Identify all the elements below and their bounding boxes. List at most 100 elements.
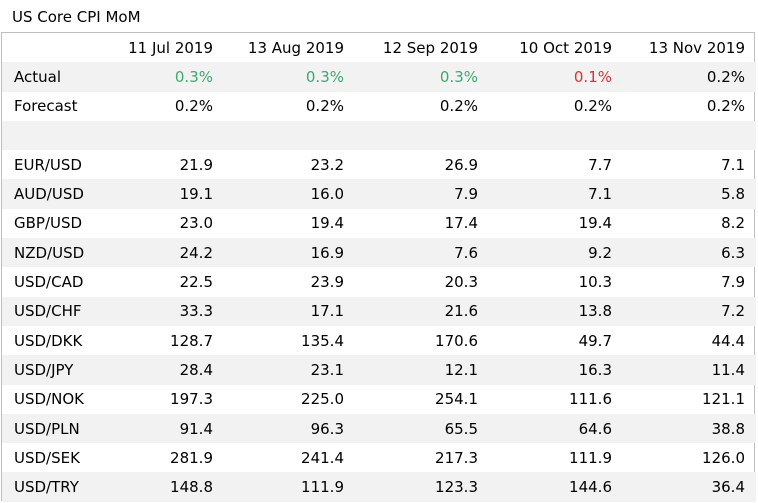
row-label: USD/CAD [14, 273, 84, 292]
header-cell-date: 12 Sep 2019 [382, 38, 478, 57]
row-label: USD/DKK [14, 331, 83, 350]
value-cell: 7.9 [721, 273, 745, 292]
value-cell: 7.2 [623, 296, 756, 326]
value-cell: 12.1 [355, 355, 489, 385]
value-cell: 7.1 [489, 179, 623, 209]
row-label: Actual [2, 62, 100, 92]
value-cell: 170.6 [435, 331, 478, 350]
value-cell: 7.9 [355, 179, 489, 209]
row-label: USD/TRY [2, 472, 100, 502]
value-cell: 111.9 [224, 472, 355, 502]
row-label: USD/JPY [2, 355, 100, 385]
table-row: USD/SEK 281.9 241.4 217.3 111.9 126.0 [2, 443, 756, 472]
actual-cell: 0.3% [355, 62, 489, 92]
table-row: USD/TRY 148.8 111.9 123.3 144.6 36.4 [2, 472, 756, 502]
value-cell: 24.2 [100, 238, 224, 268]
value-cell: 36.4 [623, 472, 756, 502]
table-row: USD/PLN 91.4 96.3 65.5 64.6 38.8 [2, 413, 756, 444]
table-row: GBP/USD 23.0 19.4 17.4 19.4 8.2 [2, 209, 756, 238]
value-cell: 9.2 [489, 238, 623, 268]
value-cell: 19.1 [100, 179, 224, 209]
row-label: USD/SEK [14, 448, 80, 467]
actual-cell: 0.2% [623, 62, 756, 92]
value-cell: 20.3 [444, 273, 478, 292]
row-label: NZD/USD [2, 238, 100, 268]
table-row: USD/CAD 22.5 23.9 20.3 10.3 7.9 [2, 267, 756, 296]
value-cell: 21.6 [355, 296, 489, 326]
value-cell: 121.1 [702, 390, 745, 409]
spacer-row [2, 120, 756, 151]
value-cell: 23.2 [310, 155, 344, 174]
row-label: GBP/USD [14, 214, 83, 233]
value-cell: 65.5 [355, 413, 489, 444]
value-cell: 8.2 [721, 214, 745, 233]
value-cell: 23.0 [179, 214, 213, 233]
value-cell: 7.6 [355, 238, 489, 268]
forecast-cell: 0.2% [305, 97, 344, 116]
value-cell: 7.1 [721, 155, 745, 174]
value-cell: 21.9 [179, 155, 213, 174]
forecast-row: Forecast 0.2% 0.2% 0.2% 0.2% 0.2% [2, 92, 756, 121]
value-cell: 38.8 [623, 413, 756, 444]
header-cell-date: 13 Aug 2019 [247, 38, 344, 57]
value-cell: 19.4 [578, 214, 612, 233]
value-cell: 19.4 [310, 214, 344, 233]
value-cell: 11.4 [623, 355, 756, 385]
value-cell: 33.3 [100, 296, 224, 326]
value-cell: 7.7 [588, 155, 612, 174]
value-cell: 17.1 [224, 296, 355, 326]
value-cell: 10.3 [578, 273, 612, 292]
row-label: EUR/USD [14, 155, 82, 174]
forecast-cell: 0.2% [439, 97, 478, 116]
table-row: EUR/USD 21.9 23.2 26.9 7.7 7.1 [2, 150, 756, 179]
value-cell: 26.9 [444, 155, 478, 174]
value-cell: 241.4 [301, 448, 344, 467]
value-cell: 13.8 [489, 296, 623, 326]
value-cell: 96.3 [224, 413, 355, 444]
table-row: AUD/USD 19.1 16.0 7.9 7.1 5.8 [2, 179, 756, 209]
value-cell: 16.0 [224, 179, 355, 209]
value-cell: 111.6 [569, 390, 612, 409]
header-row: 11 Jul 2019 13 Aug 2019 12 Sep 2019 10 O… [2, 33, 756, 62]
forecast-cell: 0.2% [706, 97, 745, 116]
cpi-table: 11 Jul 2019 13 Aug 2019 12 Sep 2019 10 O… [2, 33, 756, 502]
row-label: USD/PLN [2, 413, 100, 444]
actual-cell: 0.3% [224, 62, 355, 92]
value-cell: 64.6 [489, 413, 623, 444]
value-cell: 23.1 [224, 355, 355, 385]
value-cell: 91.4 [100, 413, 224, 444]
value-cell: 225.0 [301, 390, 344, 409]
page-title: US Core CPI MoM [12, 8, 141, 26]
value-cell: 49.7 [578, 331, 612, 350]
row-label: USD/CHF [2, 296, 100, 326]
table-row: USD/JPY 28.4 23.1 12.1 16.3 11.4 [2, 355, 756, 385]
table-row: USD/NOK 197.3 225.0 254.1 111.6 121.1 [2, 385, 756, 414]
value-cell: 135.4 [301, 331, 344, 350]
header-cell-label [2, 33, 100, 62]
value-cell: 148.8 [100, 472, 224, 502]
header-cell-date: 11 Jul 2019 [128, 38, 213, 57]
value-cell: 281.9 [170, 448, 213, 467]
value-cell: 28.4 [100, 355, 224, 385]
value-cell: 17.4 [444, 214, 478, 233]
header-cell-date: 13 Nov 2019 [648, 38, 745, 57]
table-row: NZD/USD 24.2 16.9 7.6 9.2 6.3 [2, 238, 756, 268]
value-cell: 144.6 [489, 472, 623, 502]
table-row: USD/DKK 128.7 135.4 170.6 49.7 44.4 [2, 326, 756, 355]
value-cell: 6.3 [623, 238, 756, 268]
spacer-cell [2, 120, 756, 151]
value-cell: 16.3 [489, 355, 623, 385]
actual-cell: 0.1% [489, 62, 623, 92]
value-cell: 23.9 [310, 273, 344, 292]
table-row: USD/CHF 33.3 17.1 21.6 13.8 7.2 [2, 296, 756, 326]
actual-cell: 0.3% [100, 62, 224, 92]
value-cell: 197.3 [170, 390, 213, 409]
row-label: Forecast [14, 97, 78, 116]
value-cell: 217.3 [435, 448, 478, 467]
value-cell: 5.8 [623, 179, 756, 209]
value-cell: 123.3 [355, 472, 489, 502]
value-cell: 111.9 [569, 448, 612, 467]
header-cell-date: 10 Oct 2019 [519, 38, 612, 57]
value-cell: 16.9 [224, 238, 355, 268]
row-label: USD/NOK [14, 390, 84, 409]
